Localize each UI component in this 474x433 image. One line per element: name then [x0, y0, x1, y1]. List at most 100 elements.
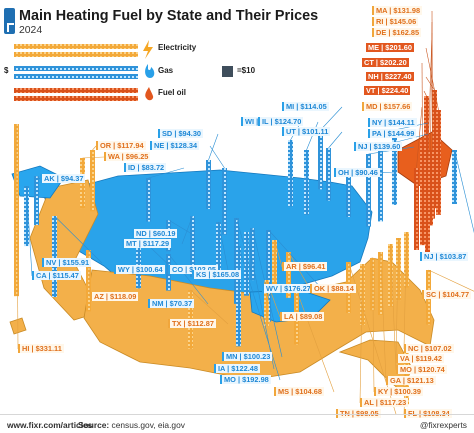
price-label-ms: MS | $104.68 — [274, 387, 324, 396]
price-label-nm: NM | $70.37 — [148, 299, 195, 308]
price-label-nj: NJ | $103.87 — [420, 252, 469, 261]
ten-dollar-cube-icon — [222, 66, 233, 77]
price-bar-mt — [190, 216, 195, 277]
page-subtitle: 2024 — [19, 25, 43, 36]
price-bar-mi — [318, 130, 323, 190]
leader-line-al — [359, 263, 363, 404]
leader-line-ar — [274, 239, 283, 268]
price-label-id: ID | $83.72 — [124, 163, 167, 172]
drop-icon — [145, 87, 154, 101]
price-label-co: CO | $102.05 — [168, 265, 218, 274]
price-bar-ri — [428, 150, 433, 226]
price-label-mo: MO | $192.98 — [220, 375, 271, 384]
footer: www.fixr.com/articles Source: census.gov… — [0, 414, 474, 433]
leader-line-nh — [425, 76, 435, 91]
leader-line-va — [395, 237, 399, 360]
price-bar-ut — [326, 148, 331, 201]
price-label-ks: KS | $165.08 — [192, 270, 242, 279]
price-label-me: ME | $201.60 — [366, 43, 414, 52]
leader-line-nj — [454, 149, 474, 234]
leader-line-nd — [168, 219, 193, 235]
footer-handle: @fixrexperts — [419, 420, 467, 430]
price-label-ct: CT | $202.20 — [362, 58, 409, 67]
price-bar-vt — [424, 96, 429, 213]
price-bar-mo2 — [388, 244, 393, 307]
price-label-ar: AR | $96.41 — [282, 262, 328, 271]
price-label-tn: TN | $98.05 — [336, 409, 381, 418]
footer-site-link[interactable]: www.fixr.com/articles — [7, 420, 93, 430]
leader-line-sc — [428, 269, 474, 292]
price-label-mt: MT | $117.29 — [122, 239, 172, 248]
price-label-ga: GA | $121.13 — [386, 376, 436, 385]
price-label-sd: SD | $94.30 — [158, 129, 204, 138]
legend-gas-bar-1 — [14, 66, 138, 71]
price-bar-ne — [222, 168, 227, 235]
price-bar-me — [436, 110, 441, 215]
leader-line-ms — [296, 289, 335, 393]
price-bar-ca — [24, 186, 29, 247]
leader-line-ak — [36, 175, 41, 180]
price-label-ne: NE | $128.34 — [150, 141, 200, 150]
price-bar-nj — [452, 150, 457, 205]
price-bar-il — [304, 150, 309, 215]
price-bar-al — [360, 264, 365, 325]
price-bar-mo — [236, 246, 241, 347]
price-bar-oh — [346, 170, 351, 218]
legend-electricity-bar-2 — [14, 52, 138, 57]
legend-gas-label: Gas — [158, 66, 174, 75]
price-bar-ny — [392, 130, 397, 205]
legend-electricity-bar-1 — [14, 44, 138, 49]
leader-line-nc — [403, 231, 407, 350]
price-bar-wy — [136, 236, 141, 289]
legend-bars — [14, 40, 233, 101]
price-bar-or — [90, 150, 95, 212]
legend-fuel-oil-label: Fuel oil — [158, 88, 186, 97]
leader-line-mt — [181, 215, 193, 245]
price-label-la: LA | $89.08 — [280, 312, 325, 321]
price-label-nv: NV | $155.91 — [42, 258, 92, 267]
leader-line-vt — [423, 90, 427, 97]
leader-line-de — [427, 32, 433, 171]
price-label-ny: NY | $144.11 — [368, 118, 417, 127]
leader-line-hi — [16, 123, 19, 350]
price-label-ut: UT | $101.11 — [282, 127, 331, 136]
price-label-sc: SC | $104.77 — [422, 290, 472, 299]
price-label-ca: CA | $115.47 — [32, 271, 81, 280]
price-bar-pa — [378, 146, 383, 222]
leader-line-md — [416, 106, 423, 169]
price-label-mo2: MO | $120.74 — [396, 365, 447, 374]
price-label-nd: ND | $60.19 — [132, 229, 178, 238]
price-label-de: DE | $162.85 — [372, 28, 422, 37]
leader-line-wa — [82, 156, 105, 159]
price-label-ma: MA | $131.98 — [372, 6, 423, 15]
price-bar-la — [264, 280, 269, 327]
leader-line-co — [218, 221, 229, 271]
leader-line-mo2 — [390, 243, 397, 371]
price-bar-hi — [14, 124, 19, 297]
price-label-fl: FL | $108.34 — [404, 409, 452, 418]
price-bar-nc — [404, 232, 409, 288]
price-label-wa: WA | $96.25 — [104, 152, 151, 161]
price-label-tx: TX | $112.87 — [168, 319, 216, 328]
leader-line-ct — [421, 62, 423, 141]
leader-line-il — [306, 121, 319, 151]
leader-line-mi — [320, 106, 343, 131]
price-bar-va — [396, 238, 401, 301]
leader-line-ut — [328, 131, 343, 149]
price-label-nj2: NJ | $139.60 — [354, 142, 403, 151]
leader-line-nv — [54, 215, 103, 264]
legend-gas-bar-2 — [14, 74, 138, 79]
legend-fuel-oil-bar-1 — [14, 88, 138, 93]
leader-line-ne — [209, 145, 225, 169]
price-bar-ar — [272, 240, 277, 291]
leader-line-ks — [236, 217, 253, 276]
price-label-va: VA | $119.42 — [396, 354, 444, 363]
price-bar-nh — [432, 90, 437, 209]
price-label-ok: OK | $88.14 — [310, 284, 356, 293]
price-label-hi: HI | $331.11 — [18, 344, 64, 353]
price-label-nc: NC | $107.02 — [404, 344, 454, 353]
price-bar-ia — [244, 232, 249, 296]
footer-source-label: Source: — [78, 420, 110, 430]
price-label-nh: NH | $227.40 — [366, 72, 414, 81]
